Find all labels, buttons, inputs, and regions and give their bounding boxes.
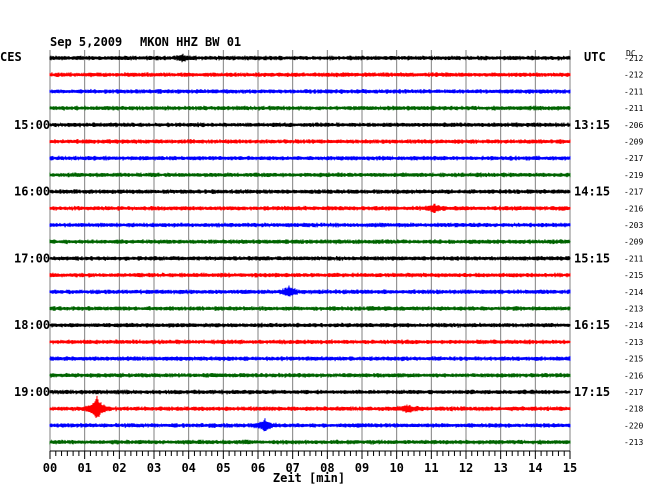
dc-label: DC: [626, 49, 636, 58]
seismic-trace: [49, 389, 571, 395]
date-label: Sep 5,2009: [50, 35, 122, 49]
dc-offset-label: -216: [624, 371, 643, 380]
dc-offset-label: -217: [624, 188, 643, 197]
dc-offset-label: -220: [624, 421, 643, 430]
trace-group: [49, 53, 571, 445]
dc-offset-label: -219: [624, 171, 643, 180]
label-group: 00 01 02 03 04 05 06 07 08 09 10 11 12 13 14 15 -212 -212…: [14, 54, 643, 475]
grid: [49, 50, 571, 459]
seismic-trace: [49, 255, 571, 262]
seismic-trace: [49, 171, 571, 178]
left-hour-label: 17:00: [14, 251, 50, 265]
seismic-trace: [49, 203, 571, 213]
dc-offset-label: -217: [624, 154, 643, 163]
x-tick-label: 10: [389, 461, 403, 475]
dc-offset-label: -217: [624, 388, 643, 397]
dc-offset-label: -218: [624, 405, 643, 414]
left-hour-label: 15:00: [14, 118, 50, 132]
seismic-trace: [49, 395, 571, 419]
dc-offset-label: -213: [624, 438, 643, 447]
seismic-trace: [49, 439, 571, 445]
right-zone-label: UTC: [584, 50, 606, 64]
seismic-trace: [49, 105, 571, 111]
x-tick-label: 13: [493, 461, 507, 475]
right-hour-label: 13:15: [574, 118, 610, 132]
x-tick-label: 01: [77, 461, 91, 475]
dc-offset-label: -212: [624, 71, 643, 80]
dc-offset-label: -211: [624, 254, 643, 263]
seismic-trace: [49, 238, 571, 245]
x-tick-label: 12: [459, 461, 473, 475]
right-hour-label: 15:15: [574, 251, 610, 265]
x-tick-label: 05: [216, 461, 230, 475]
x-tick-label: 07: [285, 461, 299, 475]
left-zone-label: CES: [0, 50, 22, 64]
x-tick-label: 02: [112, 461, 126, 475]
station-label: MKON HHZ BW 01: [140, 35, 241, 49]
seismic-trace: [49, 285, 571, 297]
x-tick-label: 06: [251, 461, 265, 475]
x-tick-label: 03: [147, 461, 161, 475]
seismic-trace: [49, 138, 571, 145]
dc-offset-label: -211: [624, 104, 643, 113]
x-tick-label: 11: [424, 461, 438, 475]
left-hour-label: 16:00: [14, 185, 50, 199]
dc-offset-label: -203: [624, 221, 643, 230]
dc-offset-label: -209: [624, 238, 643, 247]
right-hour-label: 17:15: [574, 385, 610, 399]
dc-offset-label: -213: [624, 338, 643, 347]
seismic-trace: [49, 418, 571, 432]
x-tick-label: 08: [320, 461, 334, 475]
x-tick-label: 00: [43, 461, 57, 475]
seismic-trace: [49, 322, 571, 329]
seismic-trace: [49, 53, 571, 63]
x-tick-label: 14: [528, 461, 542, 475]
dc-offset-label: -213: [624, 305, 643, 314]
dc-offset-label: -215: [624, 271, 643, 280]
seismic-trace: [49, 188, 571, 195]
dc-offset-label: -211: [624, 87, 643, 96]
seismic-trace: [49, 121, 571, 128]
x-tick-label: 15: [563, 461, 577, 475]
dc-offset-label: -215: [624, 355, 643, 364]
left-hour-label: 19:00: [14, 385, 50, 399]
seismic-trace: [49, 355, 571, 362]
seismic-trace: [49, 372, 571, 378]
left-hour-label: 18:00: [14, 318, 50, 332]
right-hour-label: 16:15: [574, 318, 610, 332]
dc-offset-label: -212: [624, 54, 643, 63]
dc-offset-label: -206: [624, 121, 643, 130]
right-hour-label: 14:15: [574, 185, 610, 199]
seismic-trace: [49, 305, 571, 312]
seismic-trace: [49, 88, 571, 95]
dc-offset-label: -214: [624, 321, 643, 330]
seismic-trace: [49, 155, 571, 162]
dc-offset-label: -216: [624, 204, 643, 213]
x-axis-title: Zeit [min]: [273, 471, 345, 485]
dc-offset-label: -214: [624, 288, 643, 297]
seismic-trace: [49, 272, 571, 278]
seismic-trace: [49, 71, 571, 78]
x-tick-label: 04: [181, 461, 195, 475]
seismic-trace: [49, 222, 571, 228]
x-tick-label: 09: [355, 461, 369, 475]
seismic-trace: [49, 339, 571, 345]
dc-offset-label: -209: [624, 138, 643, 147]
